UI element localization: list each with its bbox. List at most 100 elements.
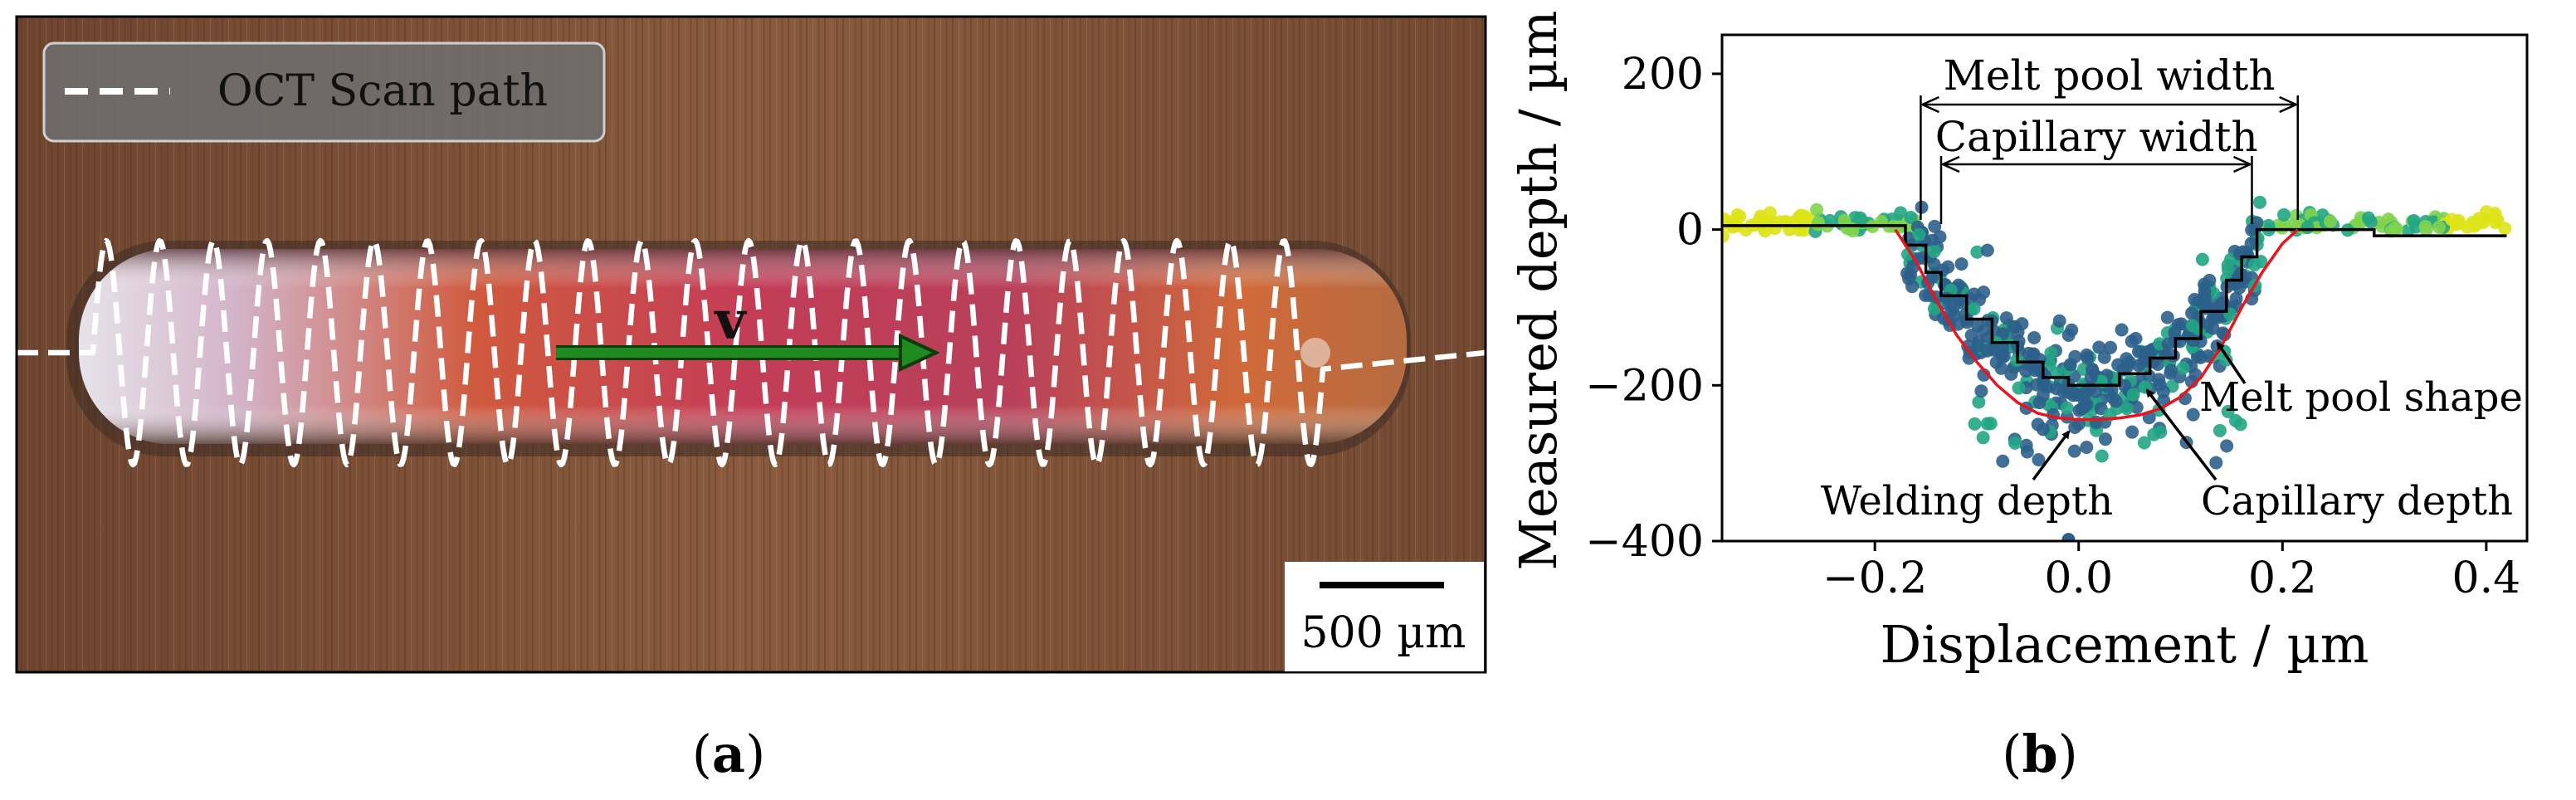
scatter-point [2471, 212, 2486, 226]
scatter-point [2244, 237, 2258, 251]
scatter-point [2275, 221, 2289, 235]
seam-end-crater [1300, 338, 1330, 368]
capillary-depth-pointer [2145, 388, 2217, 481]
capillary-width-label: Capillary width [1935, 113, 2258, 161]
scatter-point [2185, 319, 2199, 333]
caption-b-letter: b [2022, 724, 2057, 784]
scatter-point [2432, 220, 2447, 234]
scatter-point [1977, 324, 1991, 338]
scatter-point [2498, 222, 2512, 236]
scale-bar-box [1285, 562, 1484, 671]
scatter-point [2185, 306, 2199, 320]
scatter-point [2213, 423, 2227, 437]
scatter-point [2247, 258, 2261, 272]
scatter-point [2008, 436, 2022, 450]
x-tick-label: 0.0 [2044, 554, 2113, 603]
x-axis-ticks: −0.2 0.0 0.2 0.4 [1822, 541, 2520, 603]
scatter-point [1837, 213, 1852, 227]
oct-scan-path-line [17, 237, 1486, 468]
legend-label: OCT Scan path [217, 66, 548, 116]
scatter-point [2012, 381, 2026, 395]
scatter-point [2120, 402, 2134, 416]
scatter-point [2219, 353, 2233, 367]
scatter-point [2461, 220, 2475, 234]
velocity-label: v [713, 290, 747, 352]
melt-pool-shape-label: Melt pool shape [2199, 374, 2523, 421]
scatter-point [2088, 384, 2102, 398]
melt-pool-shape-line [1894, 228, 2299, 422]
scatter-point [1823, 213, 1837, 227]
velocity-arrow: v [556, 290, 940, 373]
scatter-point [2084, 371, 2098, 385]
scatter-point [2060, 401, 2074, 415]
scatter-point [1971, 339, 1985, 353]
capillary-width-arrow [1939, 155, 2253, 224]
caption-a-letter: a [712, 724, 745, 784]
scatter-point [1759, 213, 1773, 227]
scale-bar-label: 500 µm [1301, 608, 1466, 658]
dimension-arrowhead [1939, 155, 1960, 173]
scatter-point [2032, 452, 2046, 466]
scatter-point [2067, 444, 2081, 458]
scatter-point [1977, 368, 1991, 382]
caption-b: (b) [2002, 724, 2078, 784]
scatter-point [2487, 209, 2501, 223]
scatter-point [2323, 214, 2337, 228]
scatter-point [1980, 243, 1994, 257]
scatter-point [2137, 436, 2151, 450]
scatter-point [2174, 317, 2188, 331]
scatter-point [1894, 206, 1908, 220]
legend: OCT Scan path [42, 41, 606, 143]
x-axis-label: Displacement / µm [1881, 614, 2369, 675]
scatter-point [2052, 314, 2066, 328]
scatter-point [2126, 388, 2140, 402]
scatter-point [2020, 445, 2034, 459]
scatter-point [2097, 350, 2111, 364]
dimension-arrowhead [1920, 95, 1939, 114]
scatter-point [2160, 310, 2174, 324]
scatter-point [2044, 346, 2058, 360]
scatter-point [1904, 211, 1918, 225]
y-tick-label: −400 [1585, 517, 1704, 567]
scatter-point [2221, 262, 2235, 276]
micrograph-panel: v OCT Scan path 500 µm (a) [15, 15, 1487, 784]
scatter-point [2176, 361, 2190, 375]
scatter-point [2193, 350, 2208, 364]
scatter-point [1928, 219, 1942, 233]
scatter-point [2186, 407, 2200, 422]
scatter-point [1810, 202, 1824, 217]
scatter-point [2132, 359, 2146, 373]
scatter-point [2061, 328, 2076, 342]
x-tick-label: −0.2 [1822, 554, 1927, 603]
scatter-point [2361, 211, 2375, 225]
scatter-point [2080, 398, 2094, 412]
scatter-point [2007, 320, 2021, 334]
scatter-point [2209, 456, 2223, 470]
scatter-point [1722, 229, 1730, 243]
scatter-point [2300, 221, 2315, 235]
scatter-point [2154, 425, 2168, 439]
melt-pool-width-label: Melt pool width [1944, 51, 2276, 100]
scatter-point [2445, 212, 2459, 227]
scatter-point [1905, 280, 1919, 294]
scatter-point [2245, 223, 2259, 237]
scatter-point [1722, 212, 1731, 226]
y-tick-label: 0 [1676, 206, 1704, 256]
scatter-point [1947, 308, 1961, 322]
scatter-point [1904, 268, 1918, 282]
capillary-depth-label: Capillary depth [2201, 478, 2513, 524]
scatter-point [2277, 207, 2291, 222]
scatter-point [1961, 339, 1975, 354]
scatter-point [1980, 417, 1994, 431]
scatter-point [2253, 195, 2267, 209]
scale-bar: 500 µm [1285, 562, 1484, 671]
scatter-point [2130, 400, 2144, 414]
scatter-point [2161, 337, 2175, 351]
scatter-point [2203, 273, 2217, 287]
oct-scan-path [17, 237, 1486, 468]
dimension-arrowhead [2232, 155, 2253, 173]
scatter-point [1974, 384, 1988, 398]
scatter-point [2418, 219, 2432, 233]
scatter-point [2056, 384, 2071, 398]
